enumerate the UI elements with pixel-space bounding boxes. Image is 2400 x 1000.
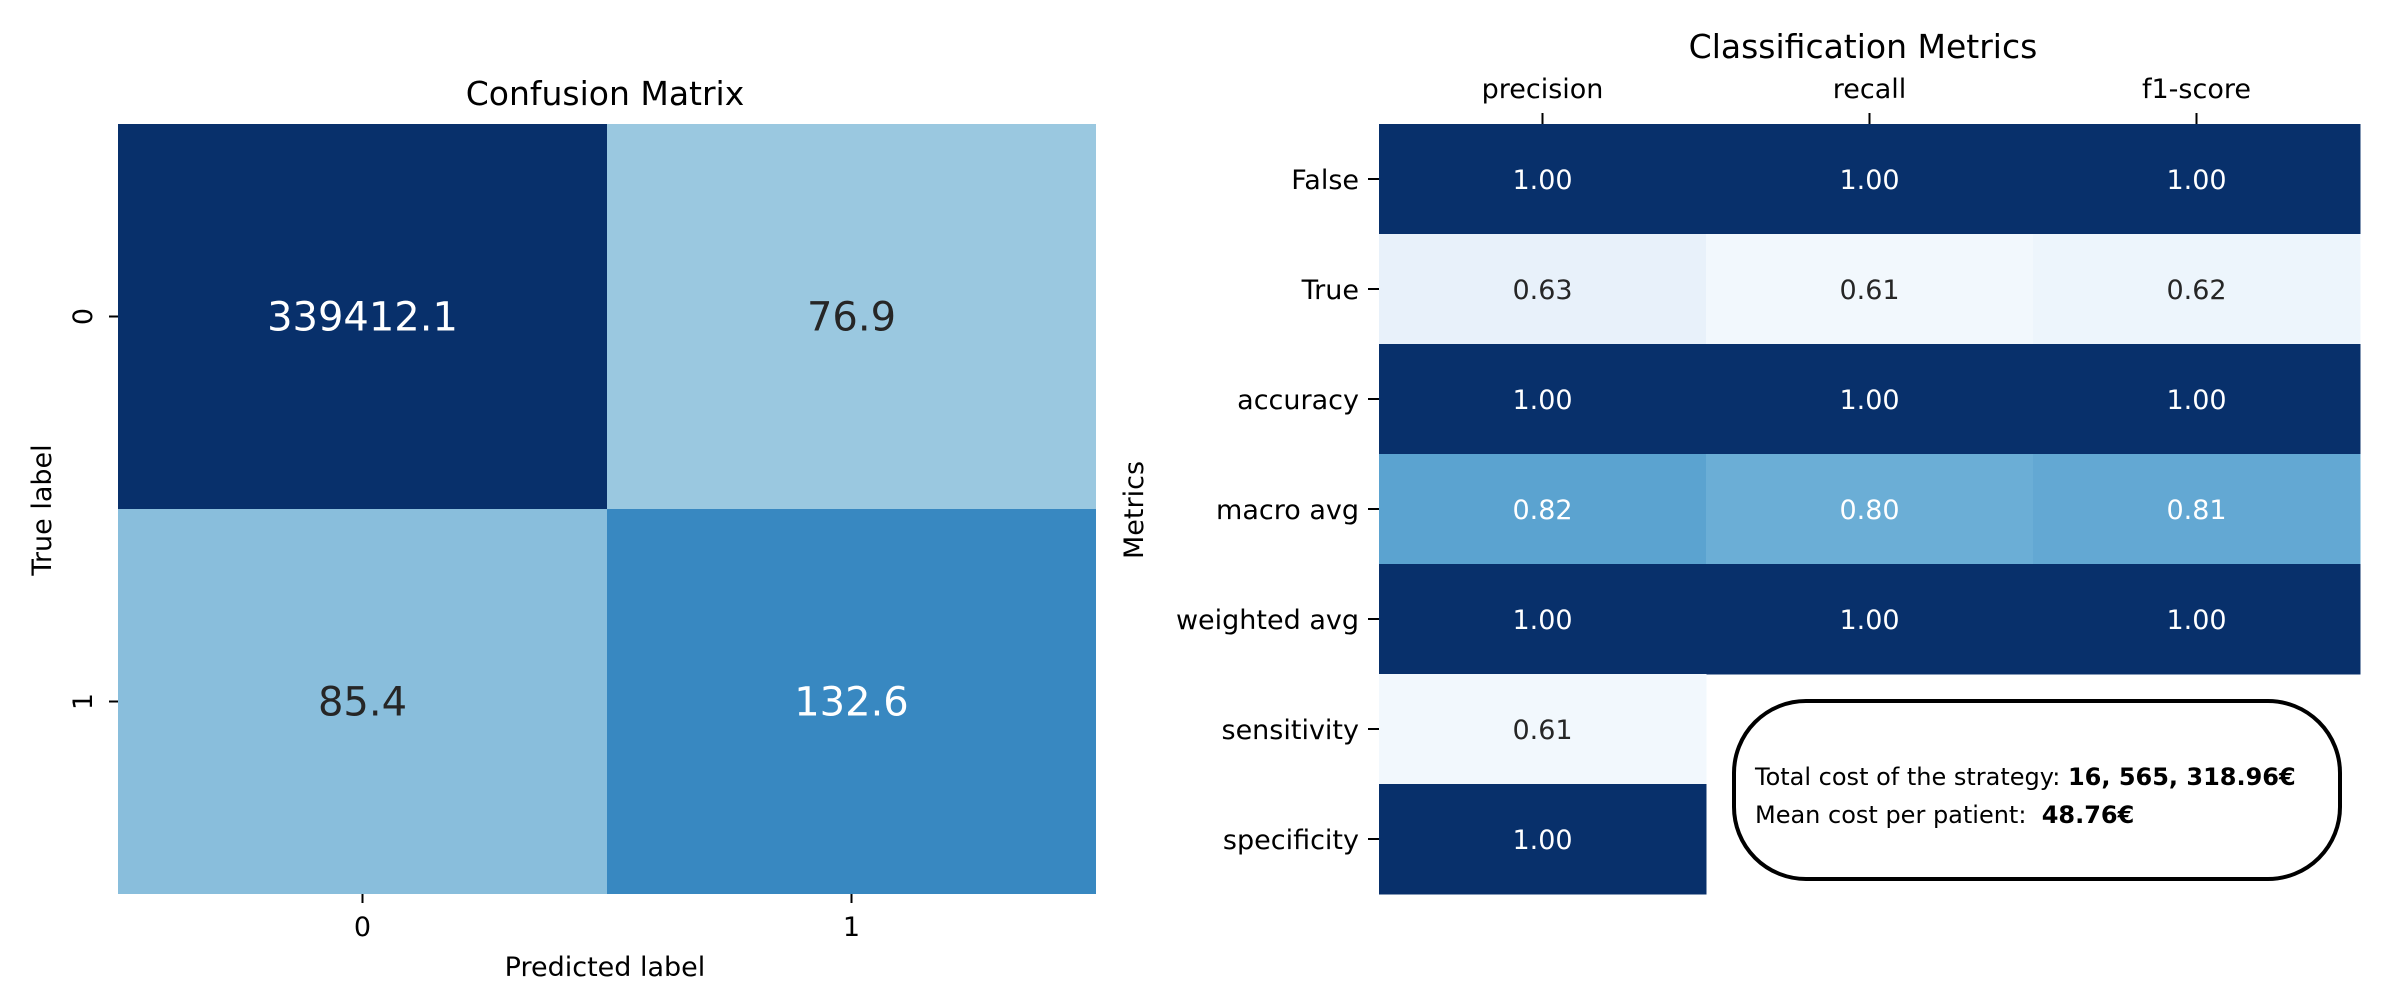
metric-value-label: 1.00	[2166, 605, 2226, 636]
metric-x-tick-label: recall	[1833, 74, 1907, 105]
metric-cell-5-0	[1379, 674, 1707, 785]
confusion-matrix-x-axis-label: Predicted label	[505, 952, 706, 983]
classification-metrics-title: Classification Metrics	[1689, 27, 2038, 66]
metric-value-label: 0.82	[1512, 495, 1572, 526]
confusion-matrix-y-ticks: 01	[68, 308, 118, 710]
total-cost-value: 16, 565, 318.96€	[2068, 763, 2296, 791]
metric-y-tick-label: sensitivity	[1222, 715, 1360, 746]
classification-metrics-y-axis-label: Metrics	[1119, 461, 1150, 559]
cost-summary-border	[1732, 699, 2342, 881]
metric-cell-1-2	[2033, 234, 2361, 345]
metric-value-label: 0.62	[2166, 275, 2226, 306]
metric-cell-4-2	[2033, 564, 2361, 675]
metric-cell-6-0	[1379, 784, 1707, 895]
classification-metrics-panel: Classification Metrics 1.00 1.00 1.00 0.63 0…	[1119, 27, 2361, 895]
cm-x-tick-label: 1	[843, 912, 860, 943]
metric-y-tick-label: True	[1301, 275, 1359, 306]
cm-cell-0-0	[118, 124, 607, 509]
total-cost-label: Total cost of the strategy:	[1754, 763, 2068, 791]
metric-value-label: 1.00	[1839, 385, 1899, 416]
cm-x-tick-label: 0	[354, 912, 371, 943]
metric-cell-0-0	[1379, 124, 1707, 235]
cm-value-label: 132.6	[794, 680, 909, 726]
cm-value-label: 76.9	[807, 295, 896, 341]
metric-y-tick-label: weighted avg	[1176, 605, 1359, 636]
confusion-matrix-cells: 339412.1 76.9 85.4 132.6	[118, 124, 1096, 894]
metric-cell-3-1	[1706, 454, 2034, 565]
metric-value-label: 1.00	[1839, 165, 1899, 196]
metric-y-tick-label: macro avg	[1216, 495, 1359, 526]
metric-cell-0-1	[1706, 124, 2034, 235]
cm-value-label: 85.4	[318, 680, 407, 726]
confusion-matrix-y-axis-label: True label	[27, 444, 58, 576]
metric-value-label: 1.00	[1512, 385, 1572, 416]
mean-cost-line: Mean cost per patient: 48.76€	[1755, 801, 2134, 829]
metric-cell-3-2	[2033, 454, 2361, 565]
cm-y-tick-label: 0	[68, 308, 99, 325]
metric-value-label: 1.00	[1512, 165, 1572, 196]
metric-cell-0-2	[2033, 124, 2361, 235]
metric-cell-2-2	[2033, 344, 2361, 455]
cm-y-tick-label: 1	[68, 693, 99, 710]
metric-value-label: 1.00	[1512, 825, 1572, 856]
total-cost-line: Total cost of the strategy: 16, 565, 318…	[1754, 763, 2296, 791]
metric-value-label: 0.61	[1512, 715, 1572, 746]
classification-metrics-y-ticks: False True accuracy macro avg weighted avg se…	[1176, 165, 1379, 856]
classification-metrics-cells: 1.00 1.00 1.00 0.63 0.61 0.62 1.00 1.00 1.00 0.82…	[1379, 124, 2361, 895]
metric-cell-1-1	[1706, 234, 2034, 345]
metric-value-label: 0.81	[2166, 495, 2226, 526]
cost-summary-box: Total cost of the strategy: 16, 565, 318…	[1732, 699, 2342, 881]
mean-cost-label: Mean cost per patient:	[1755, 801, 2042, 829]
metric-cell-2-1	[1706, 344, 2034, 455]
cm-cell-0-1	[607, 124, 1096, 509]
metric-x-tick-label: f1-score	[2142, 74, 2251, 105]
metric-y-tick-label: accuracy	[1237, 385, 1359, 416]
metric-value-label: 0.63	[1512, 275, 1572, 306]
confusion-matrix-title: Confusion Matrix	[466, 74, 745, 113]
metric-value-label: 0.80	[1839, 495, 1899, 526]
classification-metrics-x-ticks: precision recall f1-score	[1482, 74, 2251, 124]
confusion-matrix-panel: Confusion Matrix 339412.1 76.9 85.4 132.6 0…	[27, 74, 1096, 983]
cm-cell-1-0	[118, 509, 607, 894]
metric-cell-3-0	[1379, 454, 1707, 565]
metric-value-label: 0.61	[1839, 275, 1899, 306]
metric-y-tick-label: specificity	[1223, 825, 1359, 856]
metric-value-label: 1.00	[2166, 385, 2226, 416]
metric-value-label: 1.00	[2166, 165, 2226, 196]
metric-value-label: 1.00	[1839, 605, 1899, 636]
cm-value-label: 339412.1	[267, 295, 458, 341]
metric-x-tick-label: precision	[1482, 74, 1604, 105]
metric-cell-4-1	[1706, 564, 2034, 675]
metric-y-tick-label: False	[1291, 165, 1359, 196]
mean-cost-value: 48.76€	[2042, 801, 2135, 829]
metric-cell-2-0	[1379, 344, 1707, 455]
metric-cell-4-0	[1379, 564, 1707, 675]
metric-cell-1-0	[1379, 234, 1707, 345]
cm-cell-1-1	[607, 509, 1096, 894]
metric-value-label: 1.00	[1512, 605, 1572, 636]
